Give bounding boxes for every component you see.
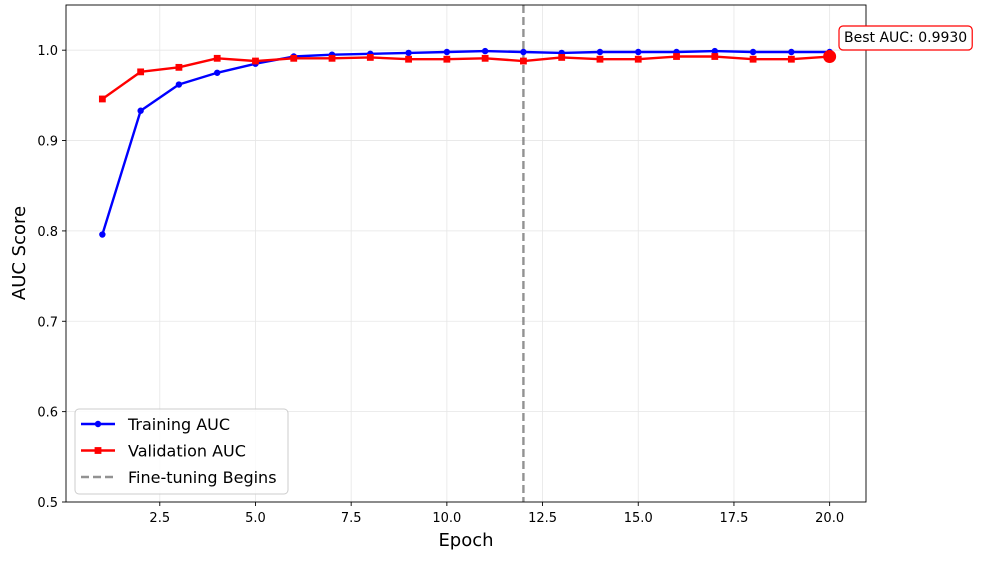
validation-point — [596, 55, 604, 63]
validation-point — [673, 53, 680, 60]
validation-point — [366, 54, 374, 61]
training-point — [175, 81, 183, 88]
y-tick-label: 0.8 — [37, 225, 58, 240]
x-axis-label: Epoch — [438, 530, 493, 551]
training-point — [788, 48, 795, 56]
x-tick-label: 20.0 — [815, 511, 844, 526]
validation-point — [290, 54, 298, 62]
x-tick-label: 7.5 — [341, 511, 362, 526]
x-tick-label: 12.5 — [528, 511, 557, 526]
legend-fine-tuning-label: Fine-tuning Begins — [128, 468, 277, 487]
validation-point — [787, 55, 795, 63]
series-layer — [98, 47, 834, 238]
training-point — [443, 48, 451, 56]
best-annotation-layer: Best AUC: 0.9930 — [838, 25, 973, 51]
validation-point — [558, 54, 566, 61]
legend: Training AUC Validation AUC Fine-tuning Be… — [74, 408, 289, 495]
validation-point — [175, 63, 183, 71]
x-tick-label: 17.5 — [719, 511, 748, 526]
validation-point — [137, 68, 145, 76]
legend-validation-label: Validation AUC — [128, 442, 246, 461]
validation-point — [634, 55, 642, 63]
x-tick-label: 2.5 — [149, 511, 170, 526]
training-point — [213, 69, 221, 76]
best-point-marker — [823, 50, 837, 64]
best-auc-box — [838, 25, 973, 51]
training-series — [99, 47, 833, 238]
legend-training-label: Training AUC — [127, 415, 230, 434]
x-tick-label: 10.0 — [432, 511, 461, 526]
validation-point — [405, 55, 412, 63]
y-tick-label: 0.7 — [37, 315, 58, 330]
validation-line — [101, 55, 830, 100]
plot-frame — [65, 4, 867, 503]
axes-layer: 2.5 5.0 7.5 10.0 12.5 15.0 17.5 20.0 0.5 0.6 0.7 0.… — [37, 4, 867, 526]
legend-training-marker — [94, 420, 102, 428]
y-tick-label: 0.9 — [37, 135, 58, 150]
training-line — [101, 49, 830, 235]
training-point — [137, 107, 144, 114]
legend-validation: Validation AUC — [81, 442, 246, 461]
y-tick-label: 0.6 — [37, 406, 58, 421]
legend-fine-tuning: Fine-tuning Begins — [81, 468, 277, 487]
validation-point — [749, 55, 757, 63]
validation-point — [481, 54, 489, 62]
x-tick-label: 15.0 — [624, 511, 653, 526]
training-point — [99, 231, 106, 238]
training-point — [711, 47, 719, 55]
training-point — [635, 48, 642, 56]
validation-point — [213, 54, 221, 62]
validation-series — [98, 53, 834, 103]
validation-point — [520, 57, 527, 65]
validation-point — [252, 57, 259, 65]
validation-point — [711, 53, 719, 60]
validation-point — [98, 95, 106, 103]
training-point — [481, 47, 489, 55]
y-axis-label: AUC Score — [9, 206, 30, 300]
legend-box — [74, 408, 289, 495]
validation-point — [443, 55, 451, 63]
best-point-layer — [823, 50, 837, 64]
grid-layer — [66, 5, 866, 503]
training-point — [520, 48, 527, 56]
validation-point — [328, 54, 336, 62]
y-tick-label: 0.5 — [37, 496, 58, 511]
training-point — [749, 48, 757, 56]
y-tick-label: 1.0 — [37, 44, 58, 59]
best-auc-label: Best AUC: 0.9930 — [844, 30, 967, 46]
x-tick-label: 5.0 — [245, 511, 266, 526]
axis-labels: Epoch AUC Score — [9, 206, 494, 551]
legend-validation-marker — [94, 447, 102, 454]
training-point — [405, 49, 412, 57]
legend-training: Training AUC — [81, 415, 230, 434]
training-point — [596, 48, 604, 56]
